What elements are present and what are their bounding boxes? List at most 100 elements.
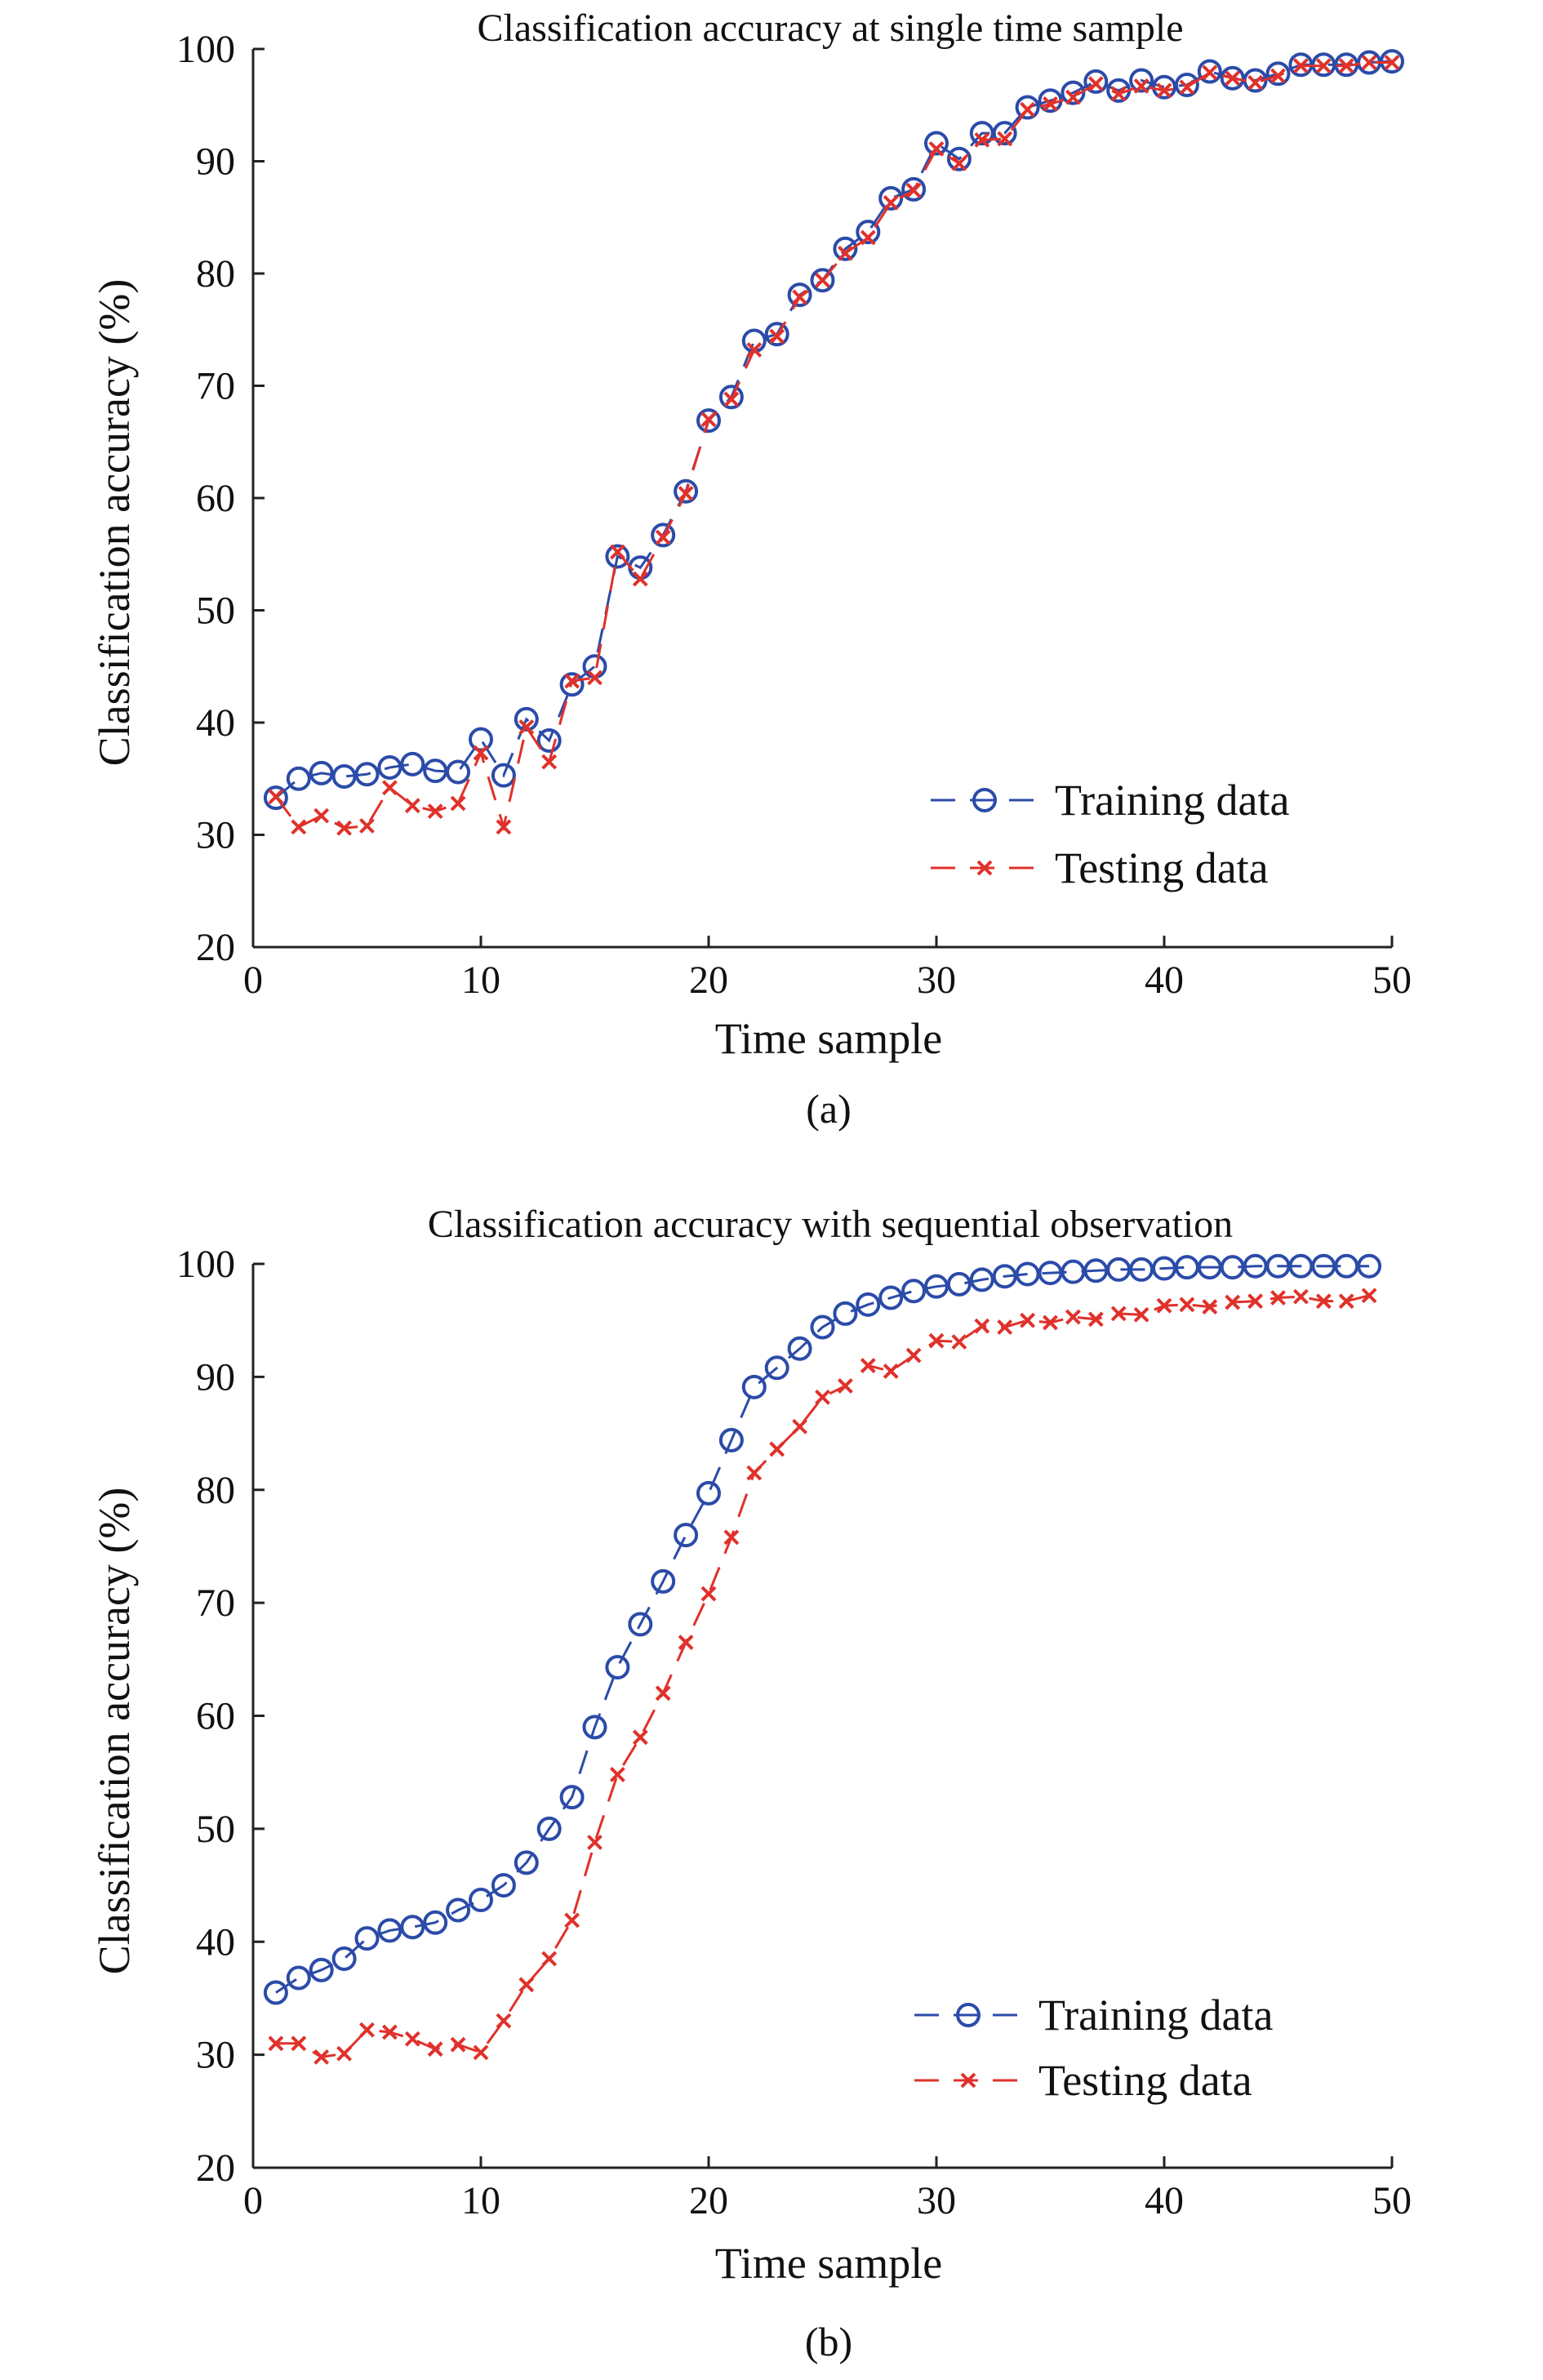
testing-point bbox=[1315, 58, 1332, 74]
x-tick-label: 40 bbox=[1145, 2179, 1184, 2222]
testing-point bbox=[268, 2035, 284, 2052]
chart-a-legend: Training data Testing data bbox=[931, 776, 1290, 892]
training-point bbox=[1061, 80, 1086, 105]
x-tick-label: 30 bbox=[917, 2179, 956, 2222]
chart-b-legend: Training data Testing data bbox=[914, 1991, 1274, 2105]
y-tick-label: 40 bbox=[196, 1920, 235, 1964]
testing-point bbox=[1202, 1299, 1218, 1315]
testing-point bbox=[359, 818, 375, 834]
testing-point bbox=[905, 1347, 922, 1363]
testing-point bbox=[974, 131, 990, 148]
testing-point bbox=[1361, 55, 1377, 70]
training-point bbox=[718, 385, 744, 410]
training-point bbox=[1197, 59, 1222, 84]
testing-point bbox=[974, 1318, 990, 1334]
testing-point bbox=[518, 1977, 535, 1993]
training-point bbox=[309, 760, 334, 785]
testing-point bbox=[313, 2049, 330, 2065]
testing-point bbox=[564, 1912, 580, 1928]
testing-point bbox=[997, 1319, 1013, 1335]
legend-entry-training: Training data bbox=[914, 1991, 1274, 2040]
testing-point bbox=[518, 719, 535, 735]
training-point bbox=[331, 764, 357, 789]
training-point bbox=[674, 478, 699, 504]
training-point bbox=[536, 728, 562, 753]
training-point bbox=[331, 1946, 357, 1972]
training-point bbox=[696, 408, 721, 434]
testing-point bbox=[746, 1465, 763, 1481]
training-point bbox=[400, 1915, 425, 1940]
training-point bbox=[1174, 73, 1199, 97]
testing-point bbox=[723, 391, 740, 407]
testing-point bbox=[1292, 1288, 1309, 1305]
testing-point bbox=[473, 2044, 489, 2061]
testing-point bbox=[1156, 1297, 1172, 1314]
chart-b-axes: 20 30 40 50 60 70 80 90 100 0 10 20 30 40 50 bbox=[176, 1243, 1412, 2222]
chart-a: Classification accuracy at single time s… bbox=[90, 7, 1412, 1132]
legend-label: Training data bbox=[1055, 776, 1290, 825]
y-tick-label: 20 bbox=[196, 926, 235, 969]
testing-point bbox=[951, 155, 967, 171]
testing-point bbox=[1270, 1290, 1286, 1306]
training-point bbox=[856, 1292, 881, 1317]
y-tick-label: 30 bbox=[196, 814, 235, 857]
testing-point bbox=[1043, 96, 1058, 112]
testing-point bbox=[313, 807, 330, 824]
testing-point bbox=[678, 1635, 694, 1650]
training-point bbox=[810, 1315, 835, 1340]
chart-b-xlabel: Time sample bbox=[715, 2239, 943, 2288]
training-point bbox=[1357, 1253, 1382, 1279]
testing-point bbox=[723, 1529, 740, 1546]
testing-point bbox=[860, 229, 876, 246]
training-point bbox=[651, 523, 676, 548]
testing-point bbox=[1384, 55, 1400, 70]
testing-point bbox=[1338, 58, 1354, 74]
panel-a-label: (a) bbox=[806, 1086, 852, 1132]
legend-marker-circle bbox=[956, 2003, 980, 2027]
x-tick-label: 10 bbox=[461, 2179, 500, 2222]
testing-point bbox=[427, 2041, 443, 2057]
testing-point bbox=[496, 2013, 512, 2029]
testing-point bbox=[655, 1685, 671, 1702]
testing-point bbox=[291, 819, 307, 835]
y-tick-label: 80 bbox=[196, 252, 235, 296]
series-line-training bbox=[274, 60, 1393, 799]
testing-point bbox=[427, 803, 443, 820]
testing-point bbox=[450, 2036, 466, 2053]
training-point bbox=[946, 1271, 972, 1297]
testing-point bbox=[746, 342, 763, 358]
testing-point bbox=[769, 328, 785, 345]
training-point bbox=[787, 282, 812, 308]
testing-point bbox=[883, 1363, 899, 1379]
training-point bbox=[878, 185, 904, 211]
y-tick-label: 50 bbox=[196, 1808, 235, 1851]
training-point bbox=[924, 1274, 949, 1299]
y-tick-label: 80 bbox=[196, 1469, 235, 1512]
training-point bbox=[377, 755, 402, 780]
testing-point bbox=[1110, 1306, 1127, 1322]
training-point bbox=[696, 1480, 721, 1506]
training-point bbox=[969, 1267, 994, 1292]
testing-point bbox=[1020, 1312, 1036, 1328]
testing-point bbox=[564, 673, 580, 689]
panel-b-label: (b) bbox=[805, 2319, 852, 2364]
testing-point bbox=[587, 1835, 603, 1850]
testing-point bbox=[1133, 78, 1149, 94]
series-line-testing bbox=[274, 61, 1392, 832]
testing-point bbox=[928, 140, 945, 157]
training-point bbox=[514, 1850, 539, 1875]
testing-point bbox=[381, 780, 398, 796]
training-point bbox=[901, 1279, 927, 1304]
training-point bbox=[605, 544, 630, 569]
training-point bbox=[423, 1910, 448, 1935]
y-tick-label: 100 bbox=[176, 28, 235, 71]
chart-b-marks bbox=[263, 1253, 1382, 2065]
testing-point bbox=[1133, 1306, 1149, 1323]
testing-point bbox=[792, 1418, 808, 1435]
training-point bbox=[514, 706, 539, 732]
y-tick-label: 100 bbox=[176, 1243, 235, 1286]
chart-b-title: Classification accuracy with sequential … bbox=[428, 1203, 1233, 1246]
chart-a-ylabel: Classification accuracy (%) bbox=[90, 279, 139, 767]
testing-point bbox=[381, 2024, 398, 2040]
